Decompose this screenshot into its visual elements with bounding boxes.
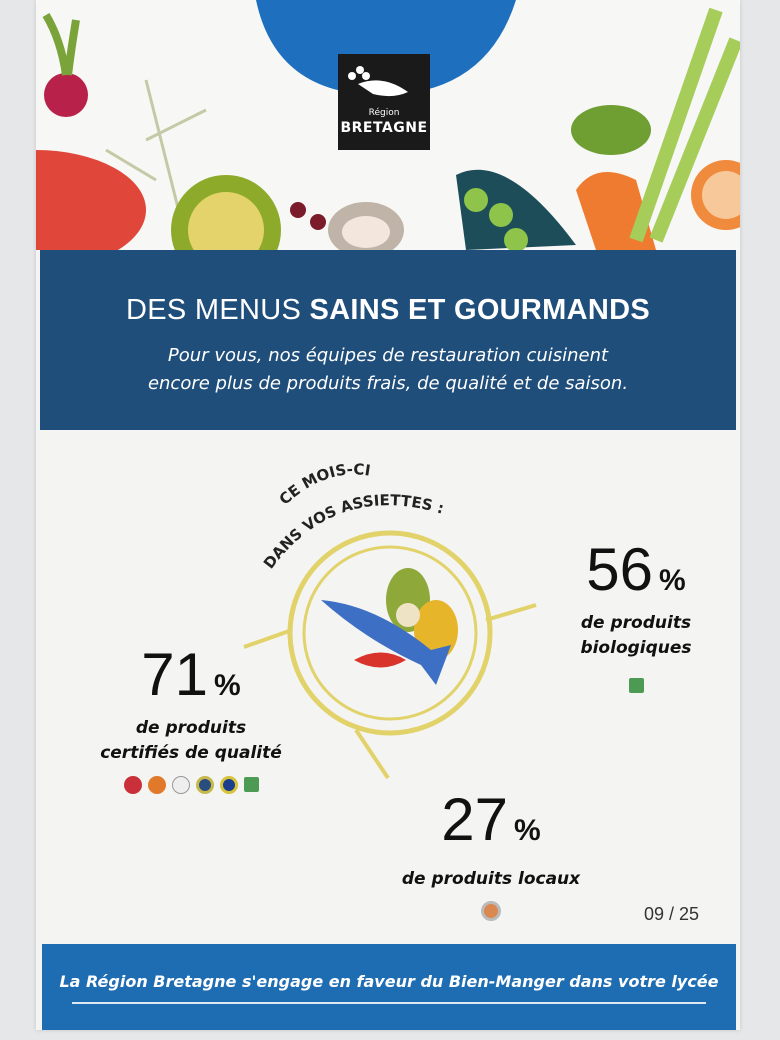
stat-local-unit: %	[514, 814, 541, 847]
ab-icon	[243, 777, 259, 792]
title-light: DES MENUS	[125, 294, 310, 326]
aoc-icon	[171, 775, 190, 794]
footer-text: La Région Bretagne s'engage en faveur du…	[59, 972, 719, 991]
stat-quality: 71% de produits certifiés de qualité	[76, 645, 306, 794]
poster: Région BRETAGNE DES MENUS SAINS ET GOURM…	[36, 0, 740, 1030]
stat-local-label: de produits locaux	[401, 869, 581, 889]
stat-quality-unit: %	[214, 669, 241, 702]
aop-icon	[147, 775, 166, 794]
stat-organic-label2: biologiques	[580, 638, 692, 658]
radish-shape	[44, 73, 88, 117]
leek-shape	[629, 7, 740, 243]
plate-rings	[243, 530, 537, 780]
logo-line2: BRETAGNE	[340, 120, 428, 136]
stat-quality-label1: de produits	[135, 718, 247, 738]
date-label: 09 / 25	[644, 904, 700, 924]
igp-icon	[195, 775, 214, 794]
vegetables-illustration-art	[36, 0, 740, 250]
meat-shape	[36, 150, 146, 250]
title-bold: SAINS ET GOURMANDS	[309, 294, 650, 326]
region-bretagne-logo: Région BRETAGNE	[338, 54, 430, 150]
ab-icon	[628, 678, 644, 693]
peas-shape	[456, 169, 576, 250]
food-plate-icon	[321, 568, 458, 685]
ermine-bird-icon	[348, 66, 408, 97]
header-banner: DES MENUS SAINS ET GOURMANDS Pour vous, …	[40, 250, 736, 430]
page-title: DES MENUS SAINS ET GOURMANDS	[40, 294, 736, 327]
stg-icon	[219, 775, 238, 794]
label-rouge-icon	[123, 775, 142, 794]
footer-divider	[72, 1002, 706, 1004]
logo-line1: Région	[368, 108, 400, 118]
center-graphic: CE MOIS-CI DANS VOS ASSIETTES :	[243, 460, 537, 780]
subtitle-line1: Pour vous, nos équipes de restauration c…	[167, 345, 609, 366]
subtitle-line2: encore plus de produits frais, de qualit…	[147, 373, 629, 394]
stat-quality-label2: certifiés de qualité	[100, 743, 282, 763]
stat-organic: 56% de produits biologiques	[536, 540, 736, 694]
stat-organic-value: 56	[586, 536, 654, 603]
quality-labels	[76, 774, 306, 794]
stat-quality-value: 71	[141, 641, 209, 708]
stat-organic-unit: %	[659, 564, 686, 597]
stat-local-value: 27	[441, 786, 509, 853]
stat-local: 27% de produits locaux	[376, 790, 606, 921]
stat-organic-label1: de produits	[580, 613, 692, 633]
footer-banner: La Région Bretagne s'engage en faveur du…	[42, 944, 736, 1030]
vegetables-illustration: Région BRETAGNE	[36, 0, 740, 250]
subtitle: Pour vous, nos équipes de restauration c…	[40, 342, 736, 398]
fish-shape	[321, 600, 451, 685]
produit-en-bretagne-icon	[481, 900, 501, 921]
